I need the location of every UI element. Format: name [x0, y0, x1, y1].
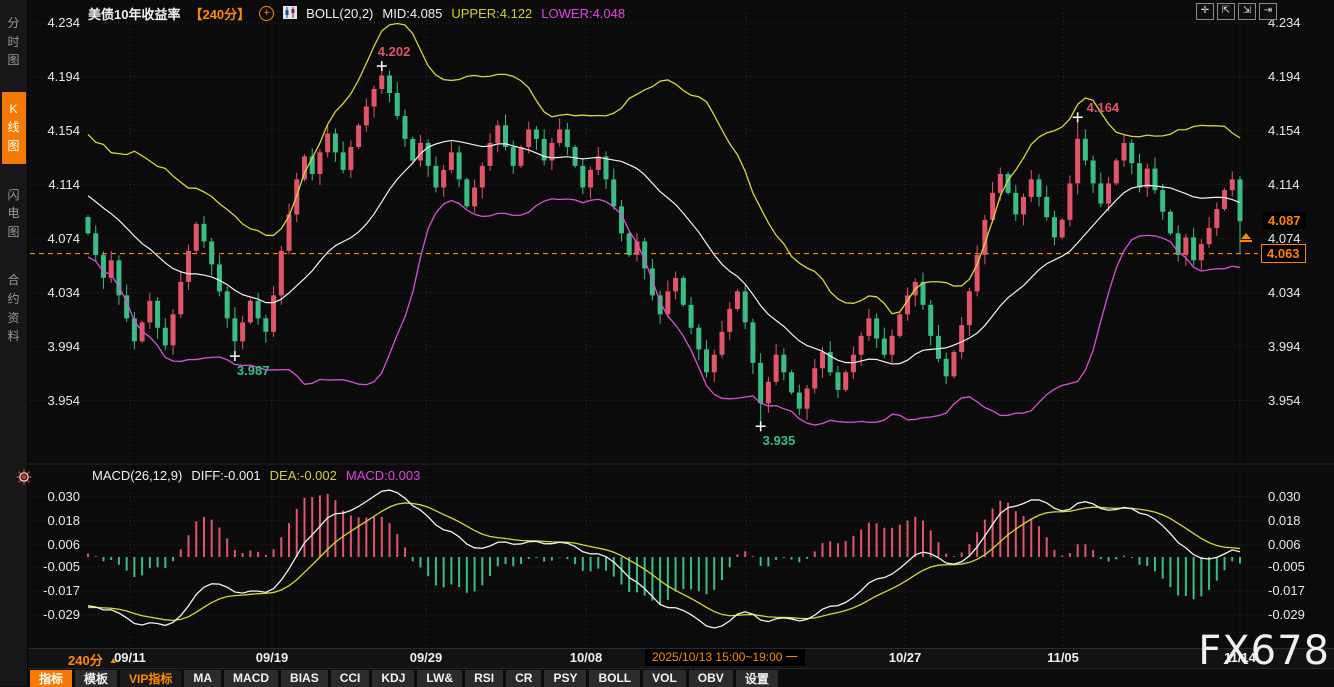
watermark: FX678 — [1198, 628, 1330, 674]
main-chart-header: 美债10年收益率 【240分】 + BOLL(20,2) MID:4.085 U… — [88, 4, 625, 23]
macd-axis-label: 0.030 — [1268, 489, 1301, 504]
macd-axis-label: -0.005 — [43, 559, 80, 574]
price-axis-label: 4.074 — [1268, 230, 1301, 246]
toolbar-button-obv[interactable]: OBV — [688, 669, 733, 687]
move-icon[interactable]: ✛ — [1196, 3, 1214, 20]
boll-lower-value: LOWER:4.048 — [541, 6, 626, 21]
date-tick: 09/11 — [114, 650, 146, 665]
period-label: 【240分】 — [189, 7, 251, 22]
date-tick: 09/29 — [409, 650, 443, 665]
fit-left-icon[interactable]: ⇱ — [1217, 3, 1235, 20]
pan-right-icon[interactable]: ⇥ — [1259, 3, 1277, 20]
toolbar-button-vol[interactable]: VOL — [643, 669, 686, 687]
price-axis-label: 4.234 — [47, 14, 80, 30]
macd-axis-label: 0.018 — [1268, 513, 1301, 528]
price-axis-label: 3.954 — [1268, 392, 1301, 408]
kline-mini-icon — [283, 5, 298, 22]
sidebar-item-lightning-chart[interactable]: 闪电图 — [7, 187, 20, 239]
macd-macd-value: MACD:0.003 — [345, 468, 421, 483]
macd-axis-label: 0.030 — [47, 489, 80, 504]
macd-axis-label: -0.029 — [1268, 607, 1305, 622]
date-tick: 10/08 — [569, 650, 603, 665]
toolbar-button-rsi[interactable]: RSI — [465, 669, 504, 687]
toolbar-button-bias[interactable]: BIAS — [281, 669, 328, 687]
price-axis-label: 4.154 — [1268, 122, 1301, 138]
add-indicator-icon[interactable]: + — [259, 6, 275, 21]
macd-axis-label: -0.005 — [1268, 559, 1305, 574]
macd-dea-value: DEA:-0.002 — [269, 468, 337, 483]
low-price-annotation: 3.935 — [762, 433, 796, 449]
date-range-tooltip: 2025/10/13 15:00~19:00 一 — [645, 649, 805, 666]
period-badge[interactable]: 240分 ▲ — [68, 650, 118, 669]
date-tick: 10/27 — [888, 650, 922, 665]
date-tick: 09/19 — [255, 650, 289, 665]
price-axis-label: 3.954 — [47, 392, 80, 408]
alert-price-badge: 4.063 — [1261, 244, 1306, 263]
period-arrow-icon: ▲ — [108, 655, 118, 665]
price-axis-label: 3.994 — [1268, 338, 1301, 354]
price-axis-label: 4.194 — [1268, 68, 1301, 84]
alert-marker-icon[interactable] — [1240, 233, 1252, 242]
toolbar-button-lw[interactable]: LW& — [417, 669, 463, 687]
kline-chart-canvas[interactable] — [0, 0, 1334, 648]
sidebar-item-time-chart[interactable]: 分时图 — [7, 16, 20, 68]
symbol-title: 美债10年收益率 — [88, 7, 181, 22]
toolbar-button-boll[interactable]: BOLL — [589, 669, 641, 687]
toolbar-button-kdj[interactable]: KDJ — [372, 669, 415, 687]
price-axis-label: 3.994 — [47, 338, 80, 354]
macd-axis-label: 0.006 — [47, 537, 80, 552]
toolbar-button-cci[interactable]: CCI — [330, 669, 370, 687]
boll-mid-value: MID:4.085 — [382, 6, 443, 21]
price-axis-label: 4.194 — [47, 68, 80, 84]
low-price-annotation: 3.987 — [236, 363, 270, 379]
macd-axis-label: -0.017 — [43, 583, 80, 598]
price-axis-label: 4.074 — [47, 230, 80, 246]
toolbar-button-psy[interactable]: PSY — [544, 669, 587, 687]
toolbar-button-indicators[interactable]: 指标 — [30, 669, 73, 687]
indicator-toolbar: 指标 模板 VIP指标 MA MACD BIAS CCI KDJ LW& RSI CR PSY BOLL… — [28, 668, 1334, 687]
price-axis-label: 4.114 — [1268, 176, 1300, 192]
macd-axis-label: 0.006 — [1268, 537, 1301, 552]
fit-right-icon[interactable]: ⇲ — [1238, 3, 1256, 20]
macd-axis-label: 0.018 — [47, 513, 80, 528]
toolbar-button-vip-indicators[interactable]: VIP指标 — [120, 669, 182, 687]
toolbar-button-macd[interactable]: MACD — [224, 669, 279, 687]
date-tick: 11/14 — [1224, 650, 1256, 665]
macd-axis-label: -0.029 — [43, 607, 80, 622]
sidebar-item-contract-info[interactable]: 合约资料 — [7, 273, 20, 344]
boll-upper-value: UPPER:4.122 — [451, 6, 533, 21]
macd-pane-header: MACD(26,12,9) DIFF:-0.001 DEA:-0.002 MAC… — [92, 468, 420, 483]
price-axis-label: 4.034 — [47, 284, 80, 300]
toolbar-button-templates[interactable]: 模板 — [75, 669, 118, 687]
price-axis-label: 4.114 — [48, 176, 80, 192]
macd-label: MACD(26,12,9) — [92, 468, 183, 483]
toolbar-button-ma[interactable]: MA — [184, 669, 222, 687]
high-price-annotation: 4.164 — [1086, 100, 1120, 116]
live-dot-icon[interactable] — [16, 469, 32, 490]
chart-tools: ✛ ⇱ ⇲ ⇥ — [1196, 3, 1277, 20]
macd-axis-label: -0.017 — [1268, 583, 1305, 598]
boll-label: BOLL(20,2) — [306, 6, 374, 21]
price-axis-label: 4.034 — [1268, 284, 1301, 300]
period-text: 240分 — [68, 653, 103, 668]
toolbar-button-settings[interactable]: 设置 — [735, 669, 778, 687]
last-price-badge: 4.087 — [1263, 212, 1306, 229]
date-tick: 11/05 — [1047, 650, 1079, 665]
toolbar-button-cr[interactable]: CR — [506, 669, 542, 687]
price-axis-label: 4.154 — [47, 122, 80, 138]
high-price-annotation: 4.202 — [377, 44, 411, 60]
macd-diff-value: DIFF:-0.001 — [191, 468, 261, 483]
